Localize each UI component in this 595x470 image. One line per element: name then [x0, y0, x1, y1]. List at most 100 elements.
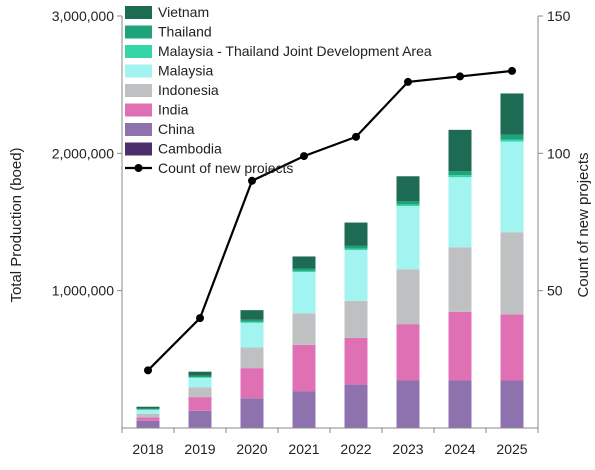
bar-malaysia-thailand-joint-development-area-2025: [500, 139, 524, 142]
legend-swatch: [125, 64, 152, 78]
bar-china-2020: [240, 398, 264, 428]
legend-label: Thailand: [158, 24, 212, 40]
bar-indonesia-2025: [500, 232, 524, 315]
projects-point-2018: [144, 366, 152, 375]
legend-label: Count of new projects: [158, 160, 293, 176]
bar-malaysia-thailand-joint-development-area-2023: [396, 204, 420, 207]
bar-china-2023: [396, 380, 420, 428]
bar-malaysia-2018: [136, 409, 160, 414]
projects-line: [147, 69, 513, 372]
legend-label: India: [158, 102, 189, 118]
projects-point-2021: [300, 152, 308, 161]
bar-vietnam-2025: [500, 93, 524, 135]
bar-india-2024: [448, 311, 472, 381]
y-tick-label: 1,000,000: [52, 283, 114, 299]
projects-point-2024: [456, 72, 464, 81]
bar-china-2018: [136, 420, 160, 428]
bar-indonesia-2020: [240, 347, 264, 369]
x-tick-label: 2019: [184, 441, 215, 457]
legend-label: Vietnam: [158, 4, 209, 20]
projects-point-2023: [404, 77, 412, 86]
bar-vietnam-2024: [448, 129, 472, 172]
bar-thailand-2024: [448, 171, 472, 176]
bar-china-2022: [344, 384, 368, 428]
y2-axis-title: Count of new projects: [575, 152, 592, 297]
legend-label: Malaysia - Thailand Joint Development Ar…: [158, 43, 432, 59]
projects-point-2025: [508, 66, 516, 75]
bar-indonesia-2023: [396, 269, 420, 325]
bar-china-2024: [448, 380, 472, 428]
y2-tick-label: 150: [547, 8, 571, 24]
x-tick-label: 2021: [288, 441, 319, 457]
bar-india-2023: [396, 324, 420, 381]
y-tick-label: 3,000,000: [52, 8, 114, 24]
legend-swatch: [125, 6, 152, 19]
bar-malaysia-2025: [500, 141, 524, 233]
x-tick-label: 2018: [132, 441, 163, 457]
bar-vietnam-2020: [240, 310, 264, 320]
bar-indonesia-2022: [344, 300, 368, 338]
axes-layer: 1,000,000 2,000,000 3,000,000 50 100 150 2018 2…: [52, 8, 571, 457]
bar-malaysia-2021: [292, 271, 316, 314]
x-tick-label: 2022: [340, 441, 371, 457]
bar-thailand-2018: [136, 408, 160, 410]
x-tick-label: 2024: [444, 441, 475, 457]
legend-label: China: [158, 121, 195, 137]
bar-malaysia-thailand-joint-development-area-2021: [292, 270, 316, 272]
bar-malaysia-2020: [240, 322, 264, 348]
legend-label: Malaysia: [158, 63, 213, 79]
y2-tick-label: 50: [547, 283, 563, 299]
bar-india-2021: [292, 344, 316, 392]
y-axis-title: Total Production (boed): [8, 147, 25, 302]
y2-tick-label: 100: [547, 145, 571, 161]
bar-china-2019: [188, 410, 212, 428]
bar-malaysia-2022: [344, 250, 368, 301]
legend-label: Cambodia: [158, 141, 222, 157]
bar-india-2018: [136, 417, 160, 421]
legend-swatch: [125, 45, 152, 58]
legend-swatch: [125, 142, 152, 156]
legend-swatch: [125, 84, 152, 97]
legend-swatch: [125, 25, 152, 39]
projects-point-2020: [248, 176, 256, 185]
bar-china-2025: [500, 380, 524, 428]
bar-malaysia-thailand-joint-development-area-2022: [344, 248, 368, 251]
bar-malaysia-2024: [448, 177, 472, 248]
bar-vietnam-2021: [292, 256, 316, 269]
bar-vietnam-2018: [136, 406, 160, 409]
bar-thailand-2019: [188, 375, 212, 378]
legend-label: Indonesia: [158, 82, 219, 98]
x-tick-label: 2020: [236, 441, 267, 457]
bar-india-2025: [500, 314, 524, 381]
bar-india-2020: [240, 368, 264, 399]
bar-vietnam-2019: [188, 371, 212, 376]
legend-line-marker: [134, 164, 143, 172]
bar-thailand-2025: [500, 134, 524, 140]
bar-indonesia-2021: [292, 313, 316, 345]
bar-malaysia-thailand-joint-development-area-2019: [188, 377, 212, 378]
y-tick-label: 2,000,000: [52, 145, 114, 161]
bar-indonesia-2018: [136, 413, 160, 418]
bar-malaysia-thailand-joint-development-area-2020: [240, 321, 264, 323]
bar-thailand-2023: [396, 200, 420, 205]
legend-swatch: [125, 103, 152, 117]
bar-vietnam-2022: [344, 222, 368, 246]
bar-thailand-2020: [240, 319, 264, 322]
legend-swatch: [125, 123, 152, 136]
projects-point-2019: [196, 314, 204, 323]
bar-india-2019: [188, 397, 212, 411]
bar-indonesia-2019: [188, 387, 212, 398]
bars-layer: [136, 93, 524, 428]
bar-thailand-2021: [292, 268, 316, 271]
bar-china-2021: [292, 391, 316, 428]
projects-point-2022: [352, 132, 360, 141]
bar-vietnam-2023: [396, 176, 420, 201]
legend: Vietnam Thailand Malaysia - Thailand Joint…: [125, 4, 432, 176]
bar-malaysia-thailand-joint-development-area-2024: [448, 175, 472, 178]
bar-indonesia-2024: [448, 247, 472, 312]
x-tick-label: 2025: [496, 441, 527, 457]
projects-line-layer: [144, 66, 516, 375]
bar-malaysia-2023: [396, 206, 420, 270]
bar-malaysia-2019: [188, 377, 212, 388]
